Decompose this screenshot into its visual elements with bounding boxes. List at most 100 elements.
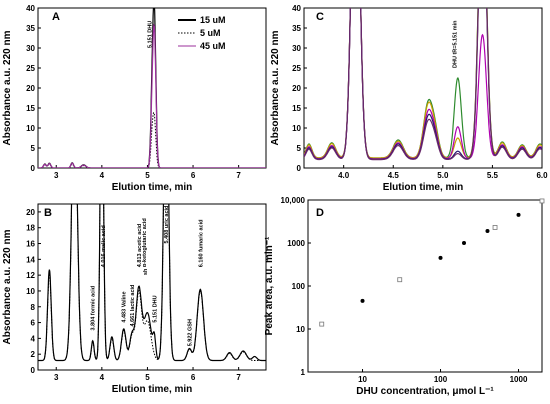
data-point <box>462 241 466 245</box>
data-point <box>492 225 498 230</box>
y-tick-label: 5 <box>297 144 302 153</box>
y-tick-label: 0 <box>31 164 36 173</box>
y-tick-label: 12 <box>26 271 35 280</box>
series-line <box>38 23 266 168</box>
y-tick-label: 1000 <box>287 239 305 248</box>
y-tick-label: 0 <box>31 366 36 375</box>
series-line <box>38 204 266 362</box>
y-tick-label: 15 <box>26 104 35 113</box>
x-tick-label: 3 <box>54 373 59 382</box>
y-tick-label: 20 <box>26 84 35 93</box>
data-point <box>360 298 365 303</box>
x-tick-label: 7 <box>236 373 241 382</box>
peak-annotation: 4.483 Valine <box>122 291 128 322</box>
x-tick-label: 5.0 <box>437 171 449 180</box>
panel-a-letter: A <box>52 11 60 23</box>
x-tick-label: 10 <box>358 375 367 384</box>
panel-d-ylabel: Peak area, a.u. min⁻¹ <box>264 236 275 335</box>
panel-a-legend: 15 uM 5 uM 45 uM <box>178 15 226 51</box>
x-tick-label: 5 <box>145 373 150 382</box>
panel-b-chart: B Elution time, min Absorbance a.u. 220 … <box>2 203 267 395</box>
x-tick-label: 5 <box>145 171 150 180</box>
peak-annotation: 6.160 fumaric acid <box>198 219 204 267</box>
panel-c-frame <box>303 7 543 169</box>
panel-c-ylabel: Absorbance a.u. 220 nm <box>270 30 281 145</box>
data-point <box>516 212 521 217</box>
y-tick-label: 20 <box>292 84 301 93</box>
x-tick-label: 4.5 <box>388 171 400 180</box>
series-line <box>304 8 542 161</box>
y-tick-label: 35 <box>26 24 35 33</box>
peak-annotation: 4.016 malic acid <box>101 225 107 267</box>
y-tick-label: 5 <box>31 144 36 153</box>
panel-a-ylabel: Absorbance a.u. 220 nm <box>2 30 13 145</box>
y-tick-label: 10 <box>292 124 301 133</box>
data-point <box>539 198 545 204</box>
data-point <box>319 321 325 327</box>
panel-d-chart: D DHU concentration, μmol L⁻¹ Peak area,… <box>264 196 545 397</box>
x-tick-label: 5.5 <box>487 171 499 180</box>
panel-d-xlabel: DHU concentration, μmol L⁻¹ <box>356 386 494 397</box>
data-point <box>485 229 490 234</box>
peak-annotation: 4.813 acetic acid <box>137 224 143 267</box>
y-tick-label: 10 <box>26 124 35 133</box>
y-tick-label: 8 <box>31 303 36 312</box>
x-tick-label: 1000 <box>510 375 528 384</box>
series-line <box>304 8 542 160</box>
data-point <box>438 255 443 260</box>
legend-label-45um: 45 uM <box>200 41 226 51</box>
legend-label-5um: 5 uM <box>200 28 221 38</box>
y-tick-label: 10 <box>26 287 35 296</box>
y-tick-label: 18 <box>26 224 35 233</box>
panel-d-frame <box>307 199 543 373</box>
panel-c-xlabel: Elution time, min <box>383 182 464 193</box>
x-tick-label: 6.0 <box>536 171 548 180</box>
x-tick-label: 7 <box>236 171 241 180</box>
series-line <box>38 204 266 361</box>
panel-b-ylabel: Absorbance a.u. 220 nm <box>2 229 13 344</box>
panel-a-xlabel: Elution time, min <box>112 182 193 193</box>
series-line <box>38 111 266 168</box>
y-tick-label: 20 <box>26 208 35 217</box>
y-tick-label: 16 <box>26 240 35 249</box>
panel-c-letter: C <box>316 11 324 23</box>
y-tick-label: 15 <box>292 104 301 113</box>
x-tick-label: 6 <box>191 171 196 180</box>
peak-annotation: 5.151 DHU <box>152 295 158 322</box>
y-tick-label: 6 <box>31 319 36 328</box>
y-tick-label: 35 <box>292 24 301 33</box>
peak-annotation: 5.151 DHU <box>148 21 154 48</box>
x-tick-label: 100 <box>434 375 448 384</box>
x-tick-label: 4 <box>100 171 105 180</box>
x-tick-label: 4 <box>100 373 105 382</box>
x-tick-label: 4.0 <box>338 171 350 180</box>
y-tick-label: 10,000 <box>281 196 306 205</box>
y-tick-label: 1 <box>301 368 306 377</box>
y-tick-label: 0 <box>297 164 302 173</box>
y-tick-label: 100 <box>292 282 306 291</box>
x-tick-label: 3 <box>54 171 59 180</box>
panel-d-letter: D <box>316 207 324 219</box>
panel-b-xlabel: Elution time, min <box>112 384 193 395</box>
y-tick-label: 14 <box>26 255 35 264</box>
data-point <box>397 277 403 283</box>
y-tick-label: 2 <box>31 350 36 359</box>
peak-annotation: 4.661 lactic acid <box>130 285 136 327</box>
y-tick-label: 30 <box>292 44 301 53</box>
peak-annotation: 3.804 formic acid <box>91 286 97 331</box>
y-tick-label: 10 <box>296 325 305 334</box>
y-tick-label: 25 <box>26 64 35 73</box>
panel-b-letter: B <box>44 207 52 219</box>
legend-label-15um: 15 uM <box>200 15 226 25</box>
peak-annotation: DHU tR=5.151 min <box>453 20 459 68</box>
x-tick-label: 6 <box>191 373 196 382</box>
y-tick-label: 4 <box>31 334 36 343</box>
peak-annotation: sh <box>143 268 149 275</box>
peak-annotation: α-ketoglutaric acid <box>142 218 148 267</box>
peak-annotation: 5.408 uric acid <box>164 206 170 244</box>
y-tick-label: 40 <box>292 4 301 13</box>
peak-annotation: 5.922 GSH <box>187 319 193 346</box>
panel-b-frame <box>37 203 267 371</box>
y-tick-label: 40 <box>26 4 35 13</box>
